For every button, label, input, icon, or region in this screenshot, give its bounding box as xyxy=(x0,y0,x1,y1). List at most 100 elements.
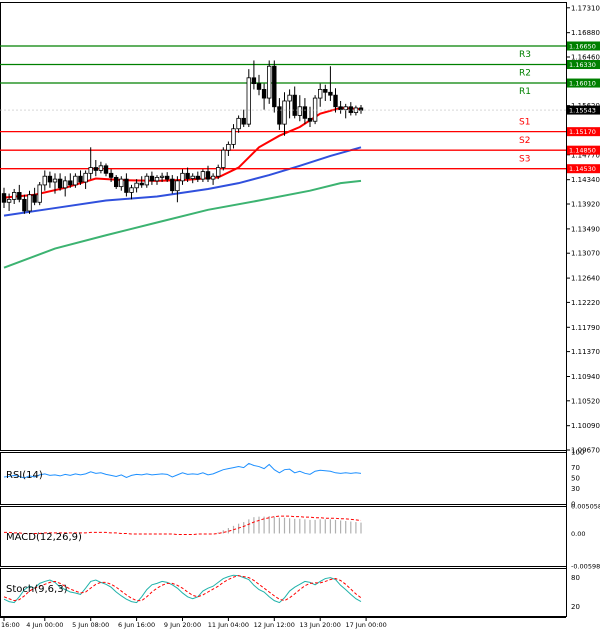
candle-body xyxy=(103,165,109,174)
candle-body xyxy=(63,180,68,189)
candle-body xyxy=(333,94,338,108)
price-tick-label: 1.17310 xyxy=(571,4,600,12)
rsi-tick-label: 50 xyxy=(571,475,580,483)
time-tick-label: 12 Jun 12:00 xyxy=(254,621,295,629)
macd-label: MACD(12,26,9) xyxy=(6,532,82,543)
level-price-label-r3: 1.16650 xyxy=(569,42,596,50)
candle-body xyxy=(134,182,139,189)
main-panel-frame xyxy=(0,2,567,451)
candle-body xyxy=(231,128,236,145)
time-tick-label: 5 Jun 08:00 xyxy=(72,621,109,629)
stoch-tick-label: 20 xyxy=(571,603,580,611)
candle-body xyxy=(195,175,200,180)
candle-body xyxy=(215,167,221,177)
candle-body xyxy=(221,149,226,168)
candle-body xyxy=(73,175,78,186)
candle-body xyxy=(68,180,73,186)
candle-body xyxy=(83,172,88,183)
candle-body xyxy=(190,175,195,179)
time-tick-label: 6 Jun 16:00 xyxy=(118,621,155,629)
candle-body xyxy=(144,175,149,186)
candle-body xyxy=(256,83,262,90)
current-price-label: 1.15543 xyxy=(569,107,596,115)
candle-body xyxy=(251,77,257,85)
candle-body xyxy=(124,178,129,193)
stoch-label: Stoch(9,6,3) xyxy=(6,584,68,595)
candle-body xyxy=(78,175,83,183)
rsi-label: RSI(14) xyxy=(6,470,43,481)
level-price-tag-s3 xyxy=(567,164,600,174)
candle-body xyxy=(17,192,22,200)
candle-body xyxy=(47,175,53,183)
candle-body xyxy=(37,184,42,203)
time-tick-label: 13 Jun 20:00 xyxy=(300,621,341,629)
candle-body xyxy=(307,117,313,122)
candle-body xyxy=(119,178,124,188)
level-name-r3: R3 xyxy=(519,50,531,60)
candle-body xyxy=(317,89,323,99)
rsi-tick-label: 30 xyxy=(571,485,580,493)
time-tick-label: 11 Jun 04:00 xyxy=(208,621,249,629)
candle-body xyxy=(180,172,185,182)
candle-body xyxy=(1,193,7,203)
rsi-tick-label: 70 xyxy=(571,464,580,472)
moving-average-line-2 xyxy=(3,146,362,217)
candle-body xyxy=(149,175,155,182)
level-price-label-s1: 1.15170 xyxy=(569,128,596,136)
candle-body xyxy=(205,171,211,180)
candle-body xyxy=(98,165,104,171)
price-tick-label: 1.14770 xyxy=(571,151,600,159)
candle-body xyxy=(343,106,348,111)
price-tick-label: 1.16460 xyxy=(571,53,600,61)
candle-body xyxy=(241,117,246,125)
candle-body xyxy=(200,171,206,180)
time-tick-label: 16:00 xyxy=(1,621,20,629)
candle-body xyxy=(261,89,267,99)
candle-body xyxy=(236,117,241,130)
candle-body xyxy=(348,106,353,113)
rsi-line xyxy=(3,462,362,479)
level-price-label-r1: 1.16010 xyxy=(569,80,596,88)
level-price-tag-s2 xyxy=(567,145,600,155)
candle-body xyxy=(292,94,297,116)
current-price-tag xyxy=(567,105,600,115)
candle-body xyxy=(139,182,144,186)
rsi-tick-label: 0 xyxy=(571,501,575,509)
candle-body xyxy=(93,167,98,171)
candle-body xyxy=(297,106,302,116)
candle-body xyxy=(108,172,114,178)
time-tick-label: 9 Jun 20:00 xyxy=(164,621,201,629)
price-tick-label: 1.11370 xyxy=(571,348,600,356)
price-tick-label: 1.10940 xyxy=(571,373,600,381)
price-tick-label: 1.14340 xyxy=(571,176,600,184)
candle-body xyxy=(88,167,93,174)
price-tick-label: 1.10090 xyxy=(571,422,600,430)
candle-body xyxy=(210,175,216,180)
candle-body xyxy=(175,180,180,192)
candle-body xyxy=(114,176,119,188)
candle-body xyxy=(302,106,308,119)
level-price-label-s2: 1.14850 xyxy=(569,147,596,155)
candle-body xyxy=(32,194,37,203)
candle-body xyxy=(154,176,160,182)
candle-body xyxy=(159,175,165,178)
macd-panel-frame xyxy=(0,506,567,567)
price-tick-label: 1.13920 xyxy=(571,201,600,209)
candle-body xyxy=(22,198,27,212)
candle-body xyxy=(287,94,292,102)
rsi-panel-frame xyxy=(0,452,567,505)
candle-body xyxy=(57,178,63,189)
level-price-tag-s1 xyxy=(567,127,600,137)
time-tick-label: 17 Jun 00:00 xyxy=(345,621,386,629)
candle-body xyxy=(328,91,333,96)
candle-body xyxy=(272,65,277,108)
time-tick-label: 4 Jun 00:00 xyxy=(26,621,63,629)
candle-body xyxy=(52,178,58,183)
level-price-label-r2: 1.16330 xyxy=(569,61,596,69)
level-name-s1: S1 xyxy=(519,118,530,128)
moving-average-line-3 xyxy=(3,179,362,269)
candle-body xyxy=(323,89,328,93)
candle-body xyxy=(129,187,134,193)
